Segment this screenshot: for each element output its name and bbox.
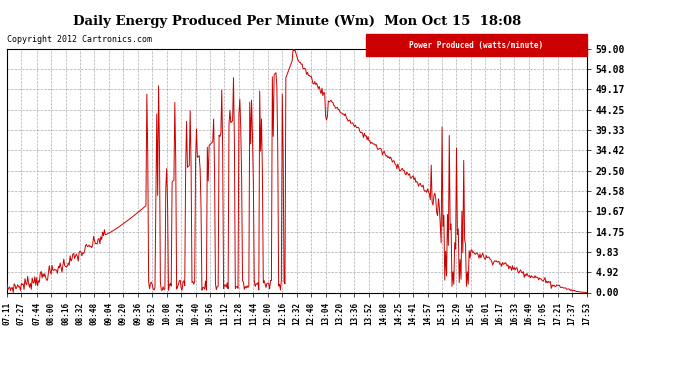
Text: Power Produced (watts/minute): Power Produced (watts/minute) — [409, 40, 544, 50]
Bar — [366, 34, 586, 56]
Text: Copyright 2012 Cartronics.com: Copyright 2012 Cartronics.com — [7, 35, 152, 44]
Text: Daily Energy Produced Per Minute (Wm)  Mon Oct 15  18:08: Daily Energy Produced Per Minute (Wm) Mo… — [72, 15, 521, 28]
